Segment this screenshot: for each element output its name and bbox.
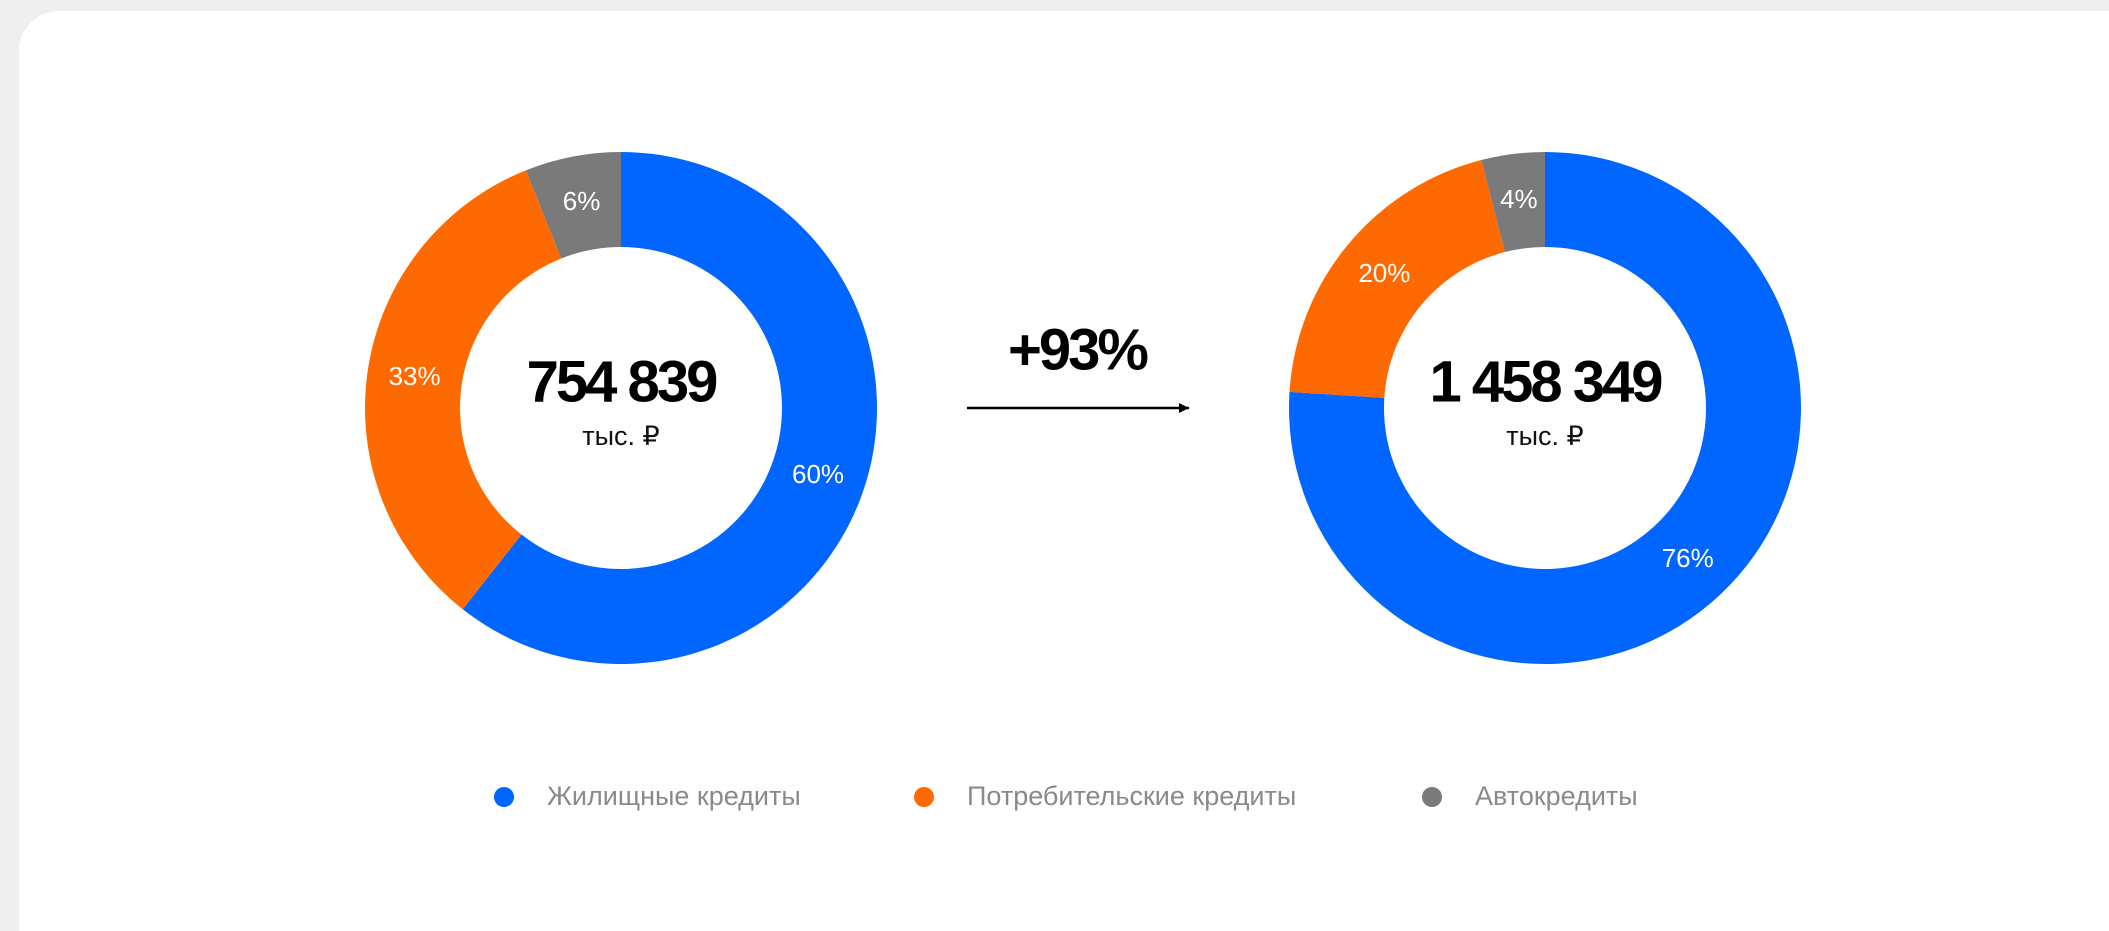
value-label: 20% [1358, 258, 1410, 288]
center-total: 1 458 349 [1429, 349, 1662, 414]
donut-segment [525, 152, 621, 259]
donut-segment [1289, 152, 1801, 664]
legend-swatch [1422, 787, 1442, 807]
donut-segment [1289, 160, 1505, 398]
value-label: 6% [563, 186, 601, 216]
legend-label: Жилищные кредиты [547, 781, 801, 811]
value-label: 33% [389, 361, 441, 391]
center-total: 754 839 [527, 349, 717, 414]
value-label: 76% [1662, 543, 1714, 573]
donut-segment [1481, 152, 1545, 253]
value-label: 4% [1500, 184, 1538, 214]
change-label: +93% [1008, 317, 1148, 382]
legend-label: Потребительские кредиты [967, 781, 1296, 811]
value-label: 60% [792, 459, 844, 489]
center-unit: тыс. ₽ [1506, 421, 1583, 451]
donut-segment [462, 152, 877, 664]
legend-swatch [914, 787, 934, 807]
donut-segment [364, 170, 562, 610]
legend-label: Автокредиты [1475, 781, 1638, 811]
center-unit: тыс. ₽ [582, 421, 659, 451]
legend-swatch [494, 787, 514, 807]
